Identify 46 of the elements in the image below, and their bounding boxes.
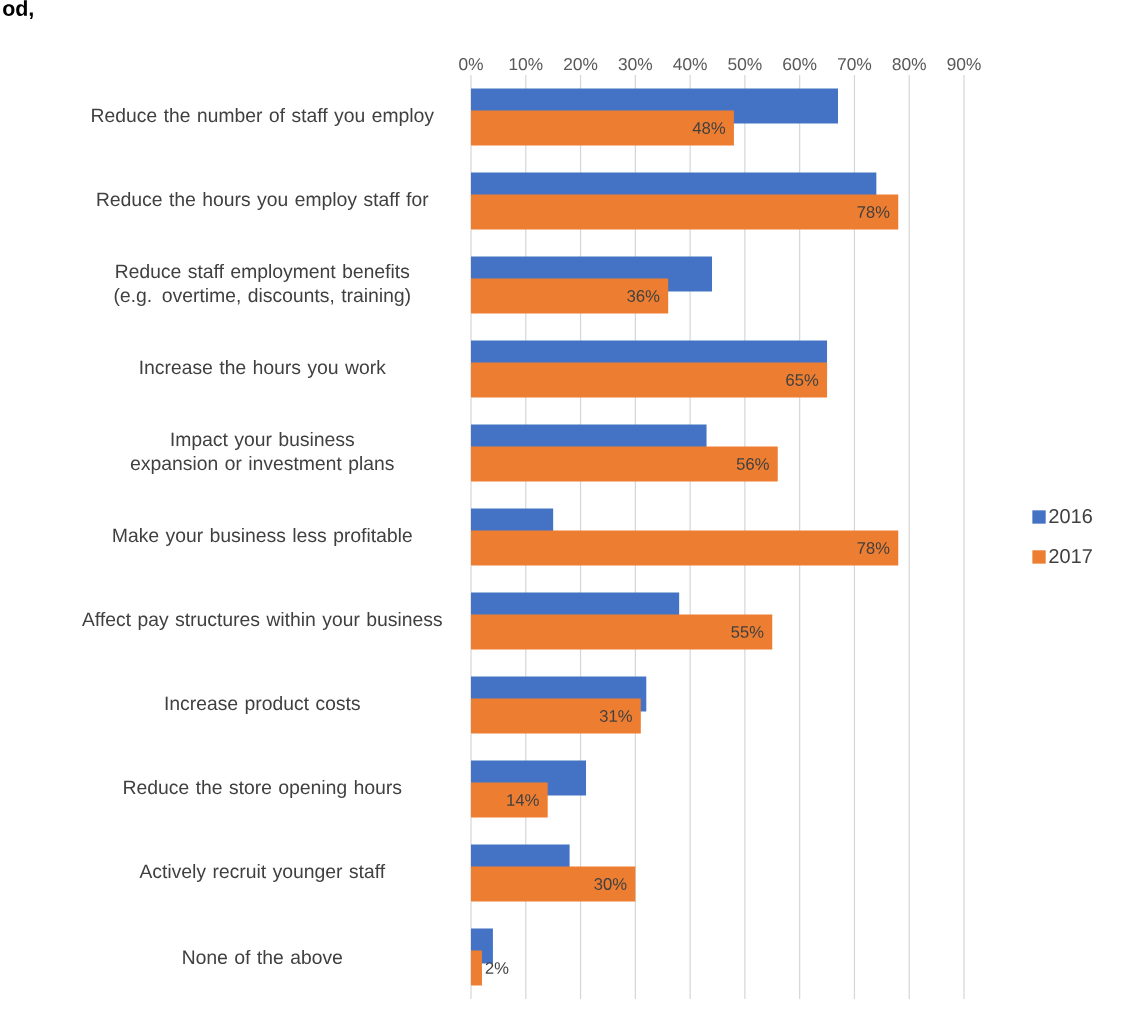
bar — [471, 866, 636, 902]
bar — [471, 110, 734, 146]
legend-label: 2016 — [1049, 509, 1092, 524]
data-label: 78% — [857, 206, 890, 218]
bar — [471, 362, 828, 398]
x-tick-label: 10% — [509, 58, 543, 71]
x-tick-label: 90% — [947, 58, 981, 71]
x-tick-label: 50% — [728, 58, 762, 71]
bar — [471, 950, 482, 986]
y-tick-label: Reduce the hours you employ staff for — [97, 191, 429, 210]
y-tick-label: Increase product costs — [165, 695, 360, 714]
data-label: 56% — [736, 458, 769, 470]
bar — [471, 698, 641, 734]
bar — [471, 614, 773, 650]
y-tick-label: Reduce staff employment benefits (e.g. overtime, discounts, training) — [114, 263, 410, 306]
y-tick-label: Actively recruit younger staff — [139, 863, 386, 882]
legend-label: 2017 — [1049, 548, 1092, 564]
x-tick-label: 30% — [618, 58, 653, 71]
x-tick-label: 80% — [892, 58, 926, 71]
data-label: 14% — [507, 794, 539, 806]
data-label: 55% — [731, 626, 764, 638]
y-tick-label: Affect pay structures within your business — [81, 611, 442, 630]
x-tick-label: 40% — [673, 58, 707, 71]
bar — [471, 782, 548, 818]
data-label: 48% — [692, 122, 726, 134]
bar — [471, 194, 899, 230]
x-tick-label: 20% — [564, 58, 598, 71]
y-tick-label: Make your business less profitable — [113, 527, 412, 546]
data-label: 65% — [786, 374, 819, 386]
bar — [471, 278, 669, 314]
bar — [471, 446, 778, 482]
text: od, — [3, 0, 33, 20]
x-tick-label: 0% — [459, 58, 483, 71]
data-label: 31% — [599, 710, 632, 722]
x-tick-label: 70% — [837, 58, 872, 71]
data-label: 78% — [857, 542, 890, 554]
x-tick-label: 60% — [783, 58, 817, 71]
y-tick-label: Reduce the store opening hours — [124, 779, 402, 798]
y-tick-label: Reduce the number of staff you employ — [92, 107, 434, 126]
data-label: 36% — [627, 290, 660, 302]
bar — [471, 530, 899, 566]
y-tick-label: None of the above — [183, 949, 342, 965]
y-tick-label: Impact your business expansion or investment plans — [130, 431, 394, 474]
data-label: 2% — [485, 962, 509, 974]
data-label: 30% — [594, 878, 627, 890]
y-tick-label: Increase the hours you work — [140, 359, 386, 378]
